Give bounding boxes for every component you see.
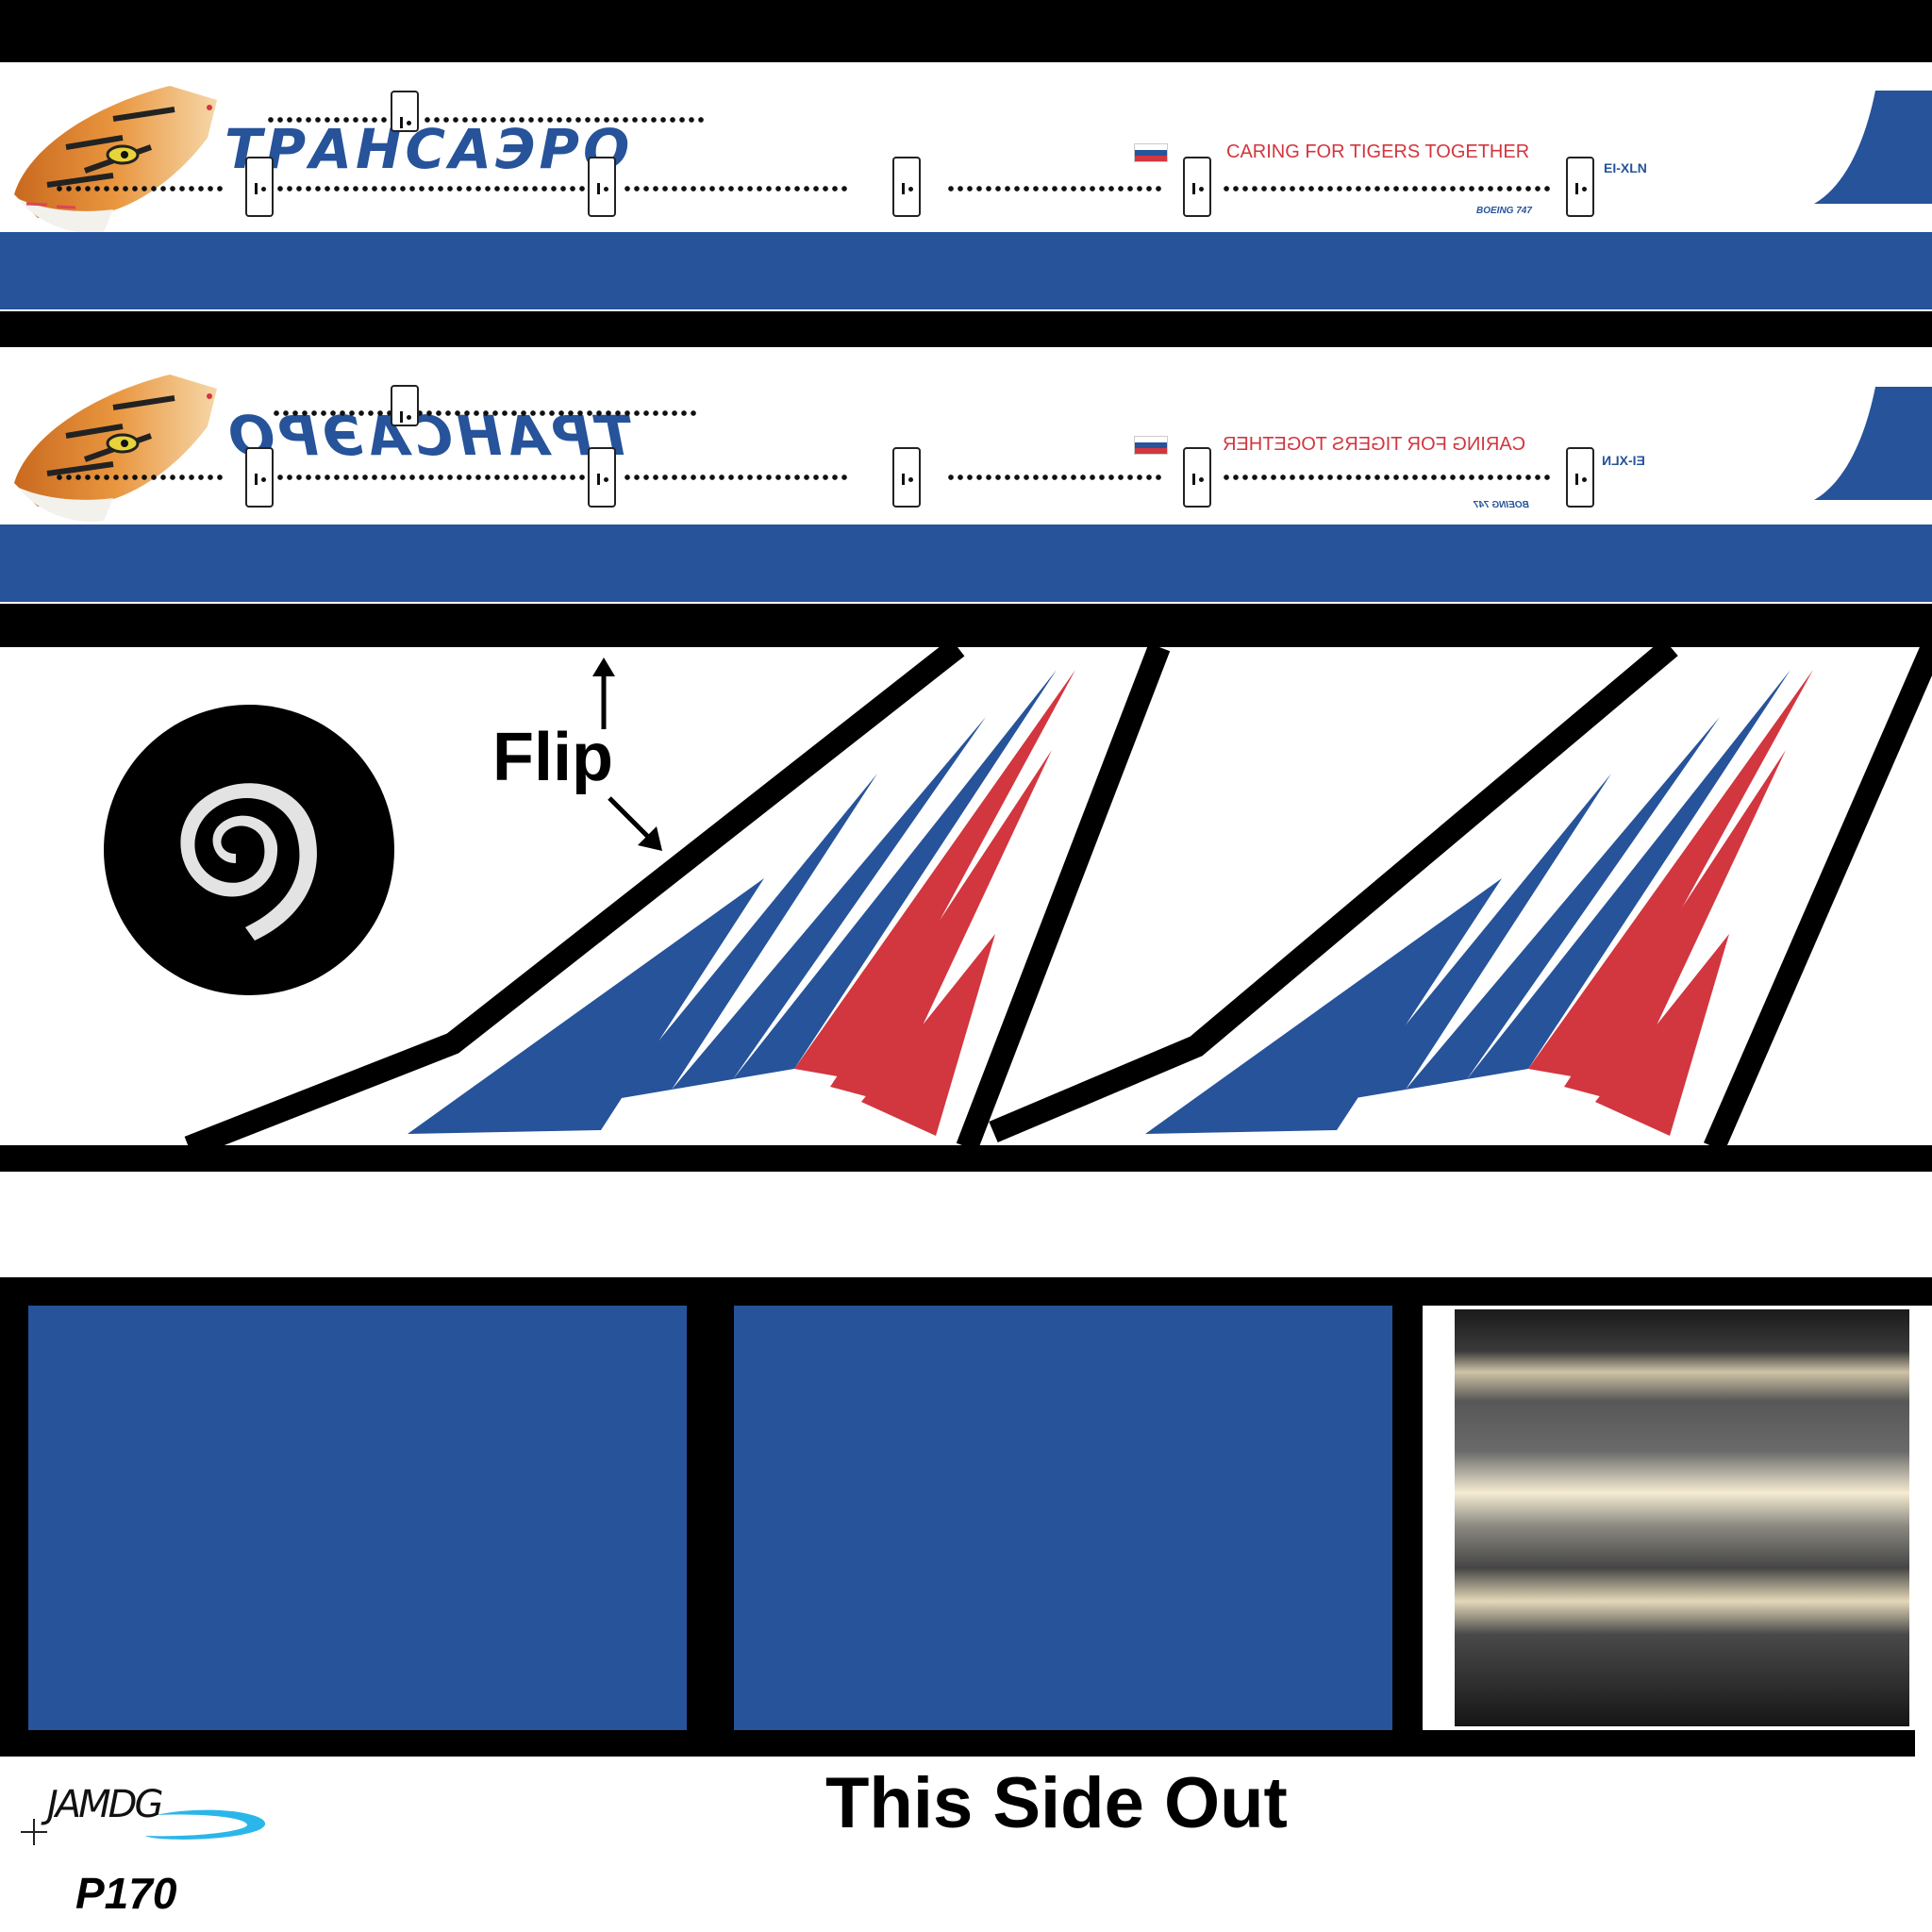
slogan-text: CARING FOR TIGERS TOGETHER (1226, 142, 1530, 162)
door-4 (1183, 157, 1211, 217)
door-m4 (1183, 447, 1211, 508)
window-row-m5 (1222, 474, 1552, 481)
window-row-1 (55, 185, 225, 192)
blue-panel-2 (734, 1306, 1392, 1730)
tail-fin-edge-m (1814, 387, 1932, 500)
window-row-4 (946, 185, 1163, 192)
flip-arrow-up-icon (592, 658, 615, 729)
logo-text: JAMDG (47, 1783, 163, 1826)
tail-fin-edge (1814, 91, 1932, 204)
blue-panel-1 (28, 1306, 687, 1730)
aircraft-model-text-mirrored: BOEING 747 (1474, 500, 1529, 510)
tail-outline-left (184, 647, 965, 1158)
tail-outline-divider (956, 647, 1171, 1152)
tail-stripes-left (408, 670, 1075, 1136)
door-upper-m (391, 385, 419, 426)
window-row-m4 (946, 474, 1163, 481)
brushed-metal-panel (1455, 1309, 1909, 1726)
window-row-3 (623, 185, 849, 192)
door-m5 (1566, 447, 1594, 508)
footer-code: P170 (75, 1869, 177, 1918)
logo-swoosh-icon (21, 1809, 266, 1845)
door-1 (245, 157, 274, 217)
separator-bar-2 (0, 604, 1932, 647)
door-m3 (892, 447, 921, 508)
tail-outline-right (989, 647, 1678, 1143)
registration-text-mirrored: EI-XLN (1602, 453, 1645, 468)
door-2 (588, 157, 616, 217)
window-row-5 (1222, 185, 1552, 192)
window-row-m2 (266, 474, 587, 481)
window-row-m1 (55, 474, 225, 481)
upper-deck-windows-rear (423, 116, 706, 124)
window-row-2 (266, 185, 587, 192)
top-black-bar (0, 0, 1932, 62)
door-m2 (588, 447, 616, 508)
flip-label: Flip (492, 720, 613, 795)
door-upper (391, 91, 419, 132)
tail-stripes-right (1145, 670, 1813, 1136)
door-m1 (245, 447, 274, 508)
this-side-out-label: This Side Out (825, 1763, 1288, 1843)
panel-frame-top (0, 1277, 1932, 1306)
flip-arrow-diagonal-icon (608, 796, 662, 851)
fuselage-blue-stripe-left (0, 232, 1932, 309)
fuselage-blue-stripe-right (0, 525, 1932, 602)
upper-deck-windows-m (272, 409, 394, 417)
door-3 (892, 157, 921, 217)
window-row-m3 (623, 474, 849, 481)
upper-deck-windows (266, 116, 408, 124)
separator-bar-1 (0, 311, 1932, 347)
tail-outline-edge (1703, 647, 1932, 1152)
swirl-icon (180, 783, 317, 941)
upper-deck-windows-m2 (415, 409, 698, 417)
brand-wordmark: ТРАНСАЭРО (225, 117, 634, 181)
door-5 (1566, 157, 1594, 217)
aircraft-model-text: BOEING 747 (1476, 206, 1532, 216)
slogan-text-mirrored: CARING FOR TIGERS TOGETHER (1223, 434, 1526, 455)
russian-flag-m (1134, 436, 1168, 455)
russian-flag (1134, 143, 1168, 162)
tail-section (0, 647, 1932, 1172)
registration-text: EI-XLN (1604, 160, 1647, 175)
jamdg-logo: JAMDG (13, 1783, 277, 1849)
engine-spinner (104, 705, 394, 995)
